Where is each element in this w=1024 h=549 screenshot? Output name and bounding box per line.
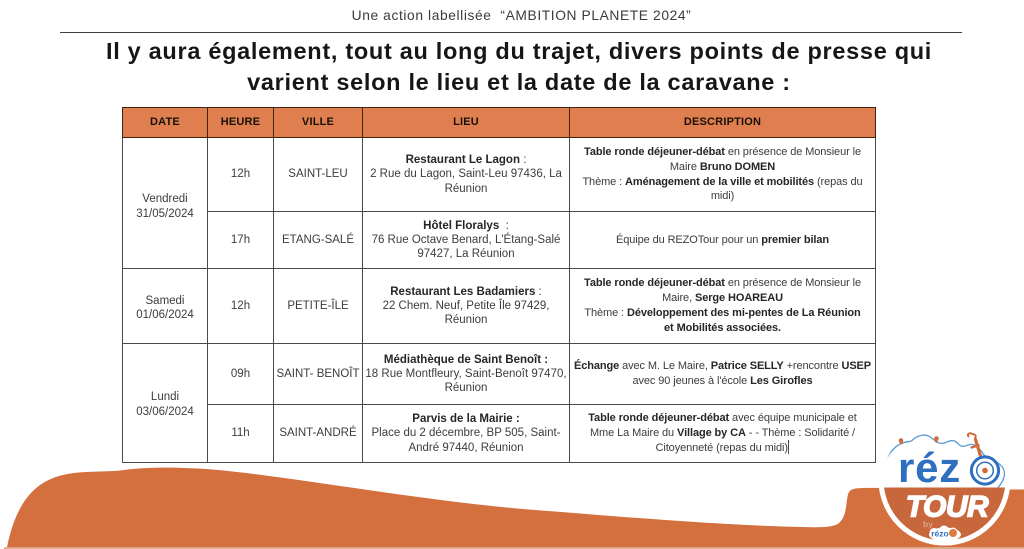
svg-text:by: by <box>923 519 933 529</box>
svg-text:TOUR: TOUR <box>906 491 989 524</box>
svg-text:réz: réz <box>898 444 961 491</box>
svg-text:rézo: rézo <box>931 529 948 539</box>
